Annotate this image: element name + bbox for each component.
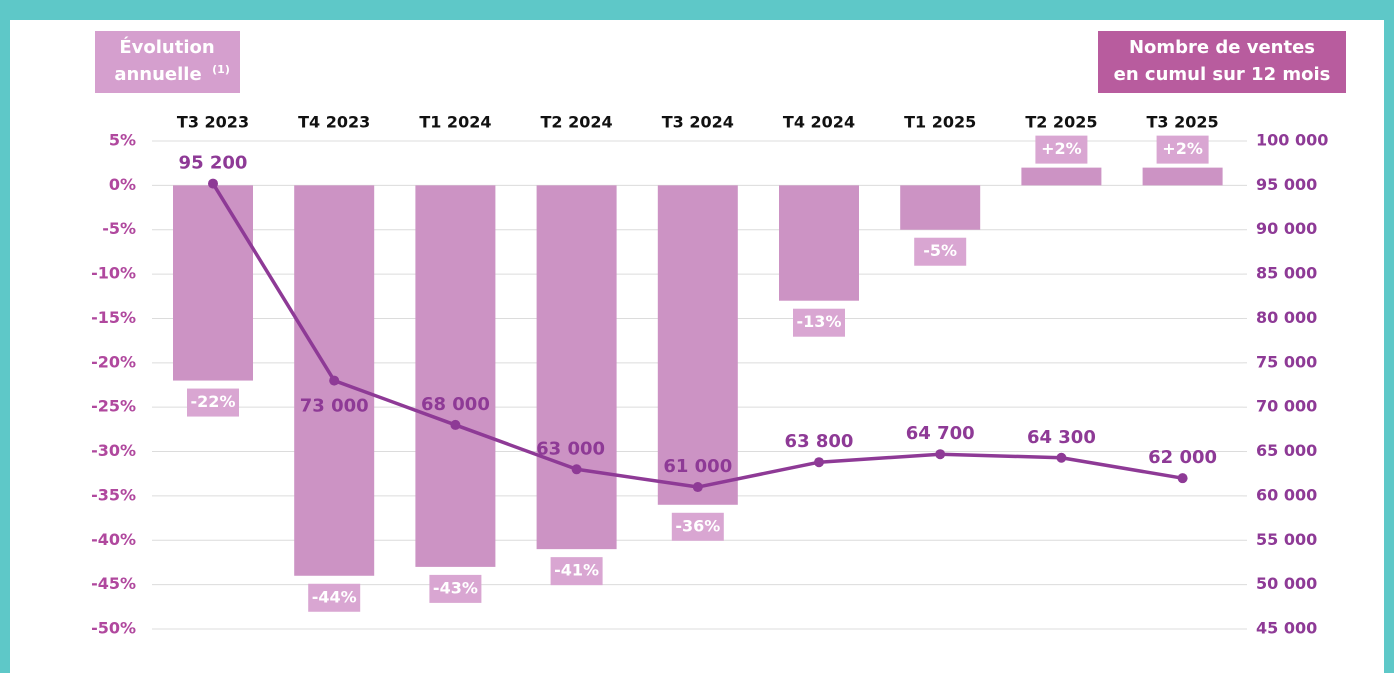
y-tick-label: -45% [91, 574, 136, 593]
bar [900, 185, 981, 230]
y-tick-label: -5% [102, 219, 136, 238]
value-label: -44% [312, 587, 357, 606]
value-label: -43% [433, 578, 478, 597]
x-tick-label: T4 2023 [298, 113, 370, 132]
y-tick-label: -40% [91, 530, 136, 549]
line-value-label: 64 300 [1027, 427, 1096, 448]
value-label: -22% [191, 392, 236, 411]
y-tick-label: -50% [91, 619, 136, 638]
value-label-box [550, 557, 603, 586]
y-tick-label: -30% [91, 441, 136, 460]
bar [1021, 167, 1102, 186]
line-value-label: 62 000 [1148, 447, 1217, 468]
line-value-label: 73 000 [300, 396, 369, 417]
y2-label: Nombre de ventes [1129, 37, 1315, 58]
y2-tick-label: 70 000 [1256, 397, 1317, 416]
y-tick-label: -20% [91, 352, 136, 371]
y-label-box [95, 31, 240, 93]
y2-tick-label: 90 000 [1256, 219, 1317, 238]
line-marker [208, 178, 218, 189]
x-tick-label: T4 2024 [783, 113, 855, 132]
bar [173, 185, 253, 381]
y-tick-label: -25% [91, 397, 136, 416]
y-label: annuelle [114, 64, 201, 85]
x-tick-label: T1 2025 [904, 113, 976, 132]
bar [1142, 167, 1223, 186]
x-tick-label: T2 2025 [1025, 113, 1097, 132]
line-value-label: 95 200 [179, 153, 248, 174]
line-value-label: 61 000 [663, 456, 732, 477]
y2-tick-label: 65 000 [1256, 441, 1317, 460]
value-label: -13% [797, 312, 842, 331]
x-tick-label: T1 2024 [419, 113, 491, 132]
line-marker [814, 457, 824, 468]
line-marker [450, 419, 461, 430]
y-tick-label: -35% [91, 485, 136, 504]
value-label-box [793, 308, 845, 337]
line-marker [935, 449, 946, 460]
value-label-box [187, 388, 239, 417]
y-tick-label: -10% [91, 264, 136, 283]
value-label: -36% [675, 516, 720, 535]
y2-label-box [1098, 31, 1346, 93]
value-label-box [671, 512, 724, 541]
y-tick-label: -15% [91, 308, 136, 327]
y-tick-label: 5% [109, 131, 136, 150]
y2-tick-label: 85 000 [1256, 264, 1317, 283]
y2-label: en cumul sur 12 mois [1114, 64, 1331, 85]
bar [779, 185, 859, 301]
value-label-box [429, 574, 482, 603]
y2-tick-label: 80 000 [1256, 308, 1317, 327]
line-value-label: 64 700 [906, 423, 975, 444]
y2-tick-label: 95 000 [1256, 175, 1317, 194]
line-value-label: 63 000 [536, 438, 605, 459]
y-label: Évolution [119, 36, 214, 58]
y2-tick-label: 100 000 [1256, 131, 1328, 150]
y-tick-label: 0% [109, 175, 136, 194]
x-tick-label: T2 2024 [541, 113, 613, 132]
y2-tick-label: 50 000 [1256, 574, 1317, 593]
y2-tick-label: 45 000 [1256, 619, 1317, 638]
value-label: -41% [554, 561, 599, 580]
line-marker [1177, 473, 1188, 484]
line-marker [329, 375, 340, 386]
line-marker [571, 464, 582, 475]
y2-tick-label: 55 000 [1256, 530, 1317, 549]
line-marker [1056, 452, 1067, 463]
value-label-box [1156, 135, 1209, 164]
value-label-box [914, 237, 967, 266]
x-tick-label: T3 2024 [662, 113, 734, 132]
value-label-box [308, 583, 361, 612]
line-value-label: 68 000 [421, 394, 490, 415]
value-label: +2% [1162, 139, 1203, 158]
line-marker [692, 482, 703, 493]
y-label-note: (1) [212, 63, 230, 76]
x-tick-label: T3 2025 [1147, 113, 1219, 132]
bar [415, 185, 496, 567]
y2-tick-label: 60 000 [1256, 485, 1317, 504]
value-label: +2% [1041, 139, 1082, 158]
x-tick-label: T3 2023 [177, 113, 249, 132]
value-label-box [1035, 135, 1088, 164]
value-label: -5% [923, 241, 957, 260]
line-value-label: 63 800 [785, 431, 854, 452]
y2-tick-label: 75 000 [1256, 352, 1317, 371]
bar [536, 185, 617, 550]
bar [657, 185, 738, 505]
